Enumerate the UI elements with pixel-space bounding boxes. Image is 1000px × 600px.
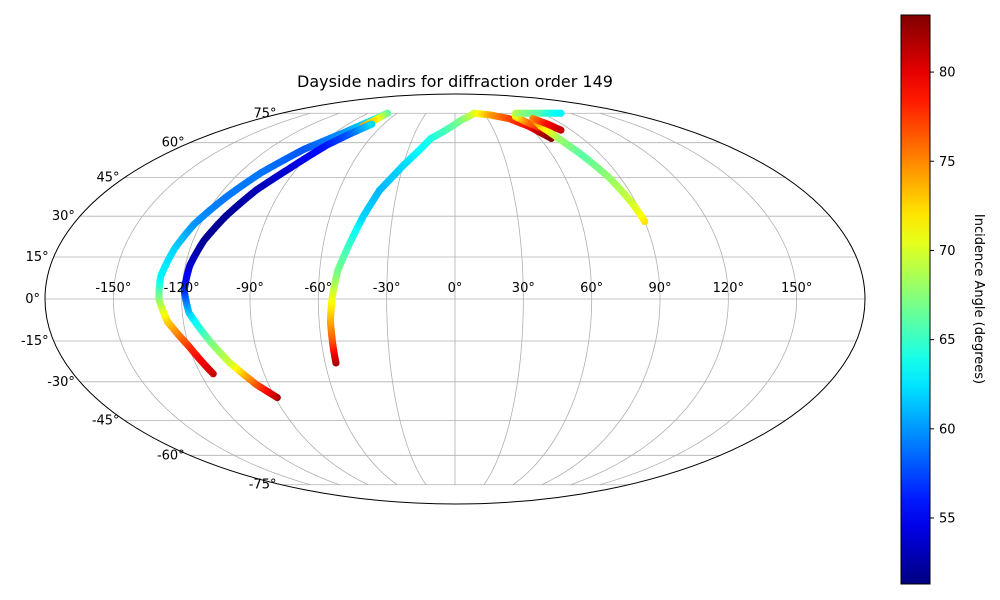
lat-tick-label: -75° xyxy=(249,478,277,493)
colorbar-tick-label: 60 xyxy=(939,422,956,437)
colorbar: 55 60 65 70 75 80 Incidence Angle (degrees) xyxy=(900,14,986,585)
colorbar-label: Incidence Angle (degrees) xyxy=(971,214,986,384)
colorbar-tick-label: 55 xyxy=(939,512,956,527)
latitude-labels: -75° -60° -45° -30° -15° 0° 15° 30° 45° 60° 75° xyxy=(21,106,277,492)
lon-tick-label: 150° xyxy=(781,281,812,296)
lat-tick-label: 45° xyxy=(97,171,120,186)
lat-tick-label: 0° xyxy=(25,292,40,307)
lon-tick-label: -30° xyxy=(373,281,401,296)
map-area: -150° -120° -90° -60° -30° 0° 30° 60° 90° 120° 150… xyxy=(21,93,866,505)
graticule xyxy=(45,112,865,486)
lat-tick-label: -15° xyxy=(21,334,49,349)
lon-tick-label: 120° xyxy=(713,281,744,296)
colorbar-ticks: 55 60 65 70 75 80 xyxy=(930,66,956,527)
colorbar-gradient xyxy=(900,14,931,585)
lat-tick-label: 60° xyxy=(162,136,185,151)
lat-tick-label: 15° xyxy=(26,250,49,265)
lon-tick-label: 0° xyxy=(448,281,463,296)
lat-tick-label: -45° xyxy=(92,413,120,428)
chart-title: Dayside nadirs for diffraction order 149 xyxy=(297,72,613,91)
longitude-labels: -150° -120° -90° -60° -30° 0° 30° 60° 90° 120° 150… xyxy=(95,281,812,296)
colorbar-tick-label: 65 xyxy=(939,333,956,348)
nadir-point xyxy=(368,120,376,128)
colorbar-tick-label: 75 xyxy=(939,155,956,170)
colorbar-tick-label: 80 xyxy=(939,66,956,81)
lat-tick-label: -30° xyxy=(47,375,75,390)
lon-tick-label: -120° xyxy=(164,281,200,296)
lon-tick-label: -60° xyxy=(304,281,332,296)
lon-tick-label: 90° xyxy=(648,281,671,296)
lon-tick-label: 30° xyxy=(512,281,535,296)
lat-tick-label: -60° xyxy=(157,448,185,463)
lon-tick-label: -90° xyxy=(236,281,264,296)
nadir-point xyxy=(557,109,565,117)
lon-tick-label: -150° xyxy=(95,281,131,296)
data-points xyxy=(155,109,649,402)
map-outline xyxy=(44,93,866,505)
nadir-point xyxy=(557,126,565,134)
lat-tick-label: 30° xyxy=(52,209,75,224)
lat-tick-label: 75° xyxy=(253,106,276,121)
lon-tick-label: 60° xyxy=(580,281,603,296)
colorbar-tick-label: 70 xyxy=(939,244,956,259)
